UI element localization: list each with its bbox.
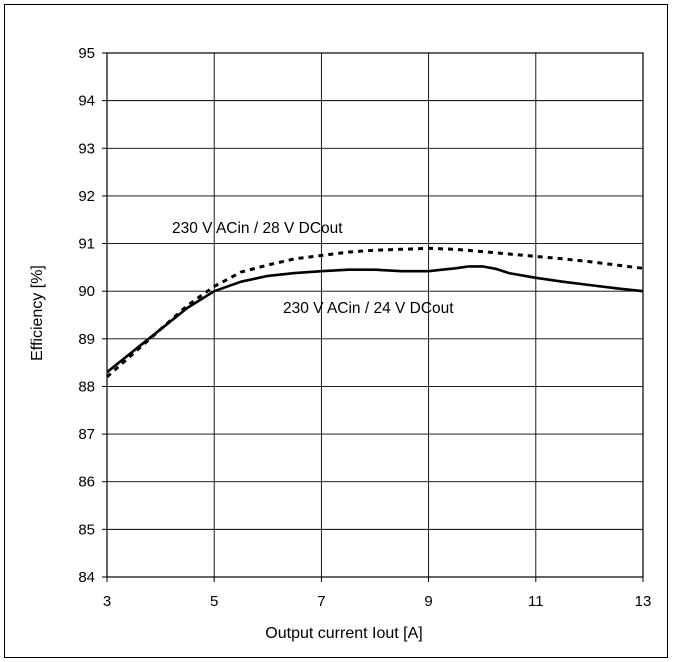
y-tick-label: 94 [78,93,95,110]
y-tick-label: 84 [78,569,95,586]
x-tick-label: 9 [424,593,432,610]
series-line-24v-dcout [106,265,644,374]
plot-area [106,52,644,578]
annotation-24v-dcout: 230 V ACin / 24 V DCout [283,300,454,317]
annotation-28v-dcout: 230 V ACin / 28 V DCout [172,220,343,237]
x-tick-label: 11 [528,593,544,610]
y-tick-label: 87 [78,426,95,443]
y-tick-label: 95 [78,45,95,62]
x-axis-title: Output current Iout [A] [265,625,422,642]
chart-frame [4,4,668,658]
y-axis-title: Efficiency [%] [29,265,46,361]
y-tick-label: 88 [78,378,95,395]
y-tick-label: 85 [78,521,95,538]
x-tick-label: 3 [103,593,111,610]
y-tick-label: 92 [78,188,95,205]
grid-lines [102,52,644,582]
y-tick-label: 86 [78,474,95,491]
x-tick-label: 5 [210,593,218,610]
series-group [106,246,644,379]
tick-labels: 84 85 86 87 88 89 90 91 92 93 94 95 3 5 7 9 11 13 [78,45,651,610]
x-tick-label: 7 [317,593,325,610]
y-tick-label: 91 [78,236,95,253]
x-tick-label: 13 [635,593,652,610]
y-tick-label: 93 [78,140,95,157]
y-tick-label: 89 [78,331,95,348]
y-tick-label: 90 [78,283,95,300]
